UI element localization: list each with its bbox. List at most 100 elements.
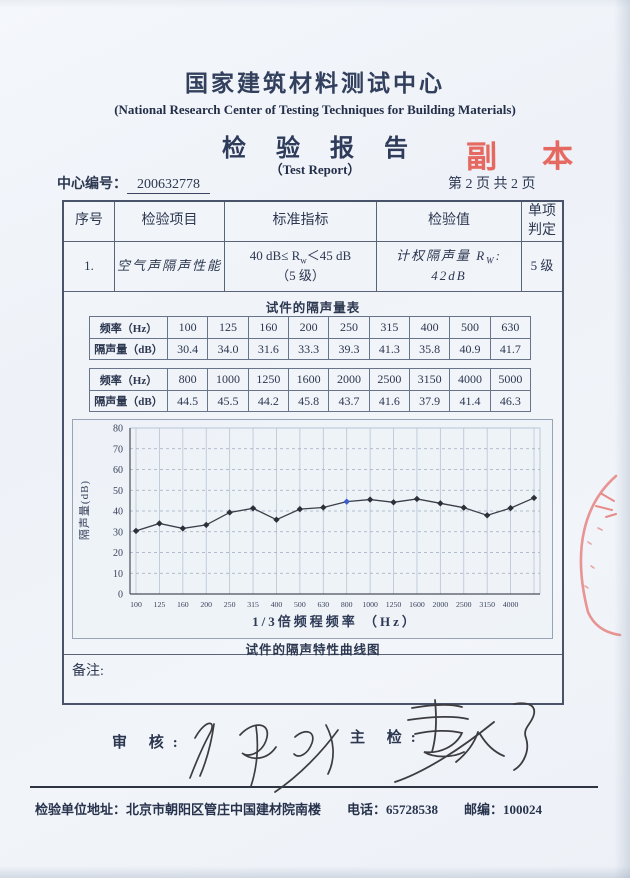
freq-value: 5000 — [489, 369, 530, 390]
footer-address: 检验单位地址：北京市朝阳区管庄中国建材院南楼 — [35, 802, 322, 817]
cell-seq: 1. — [64, 242, 115, 292]
db-value: 41.3 — [368, 338, 409, 359]
svg-text:630: 630 — [317, 600, 329, 609]
remarks-cell: 备注: — [72, 664, 104, 679]
result-table: 序号 检验项目 标准指标 检验值 单项判定 1. 空气声隔声性能 40 dB≤ … — [62, 200, 564, 705]
svg-text:1250: 1250 — [386, 600, 402, 609]
frequency-table-low: 频率（Hz） 100 125 160 200 250 315 400 500 630 隔声量（dB）… — [89, 316, 531, 360]
insulation-chart: 0 10 20 30 40 50 60 70 80 100 125 160 200 250 315 400 50… — [72, 419, 553, 639]
cell-judgement: 5 级 — [522, 242, 562, 292]
svg-text:125: 125 — [154, 600, 166, 609]
svg-text:250: 250 — [224, 600, 236, 609]
svg-text:50: 50 — [113, 486, 123, 497]
db-value: 45.8 — [287, 390, 329, 411]
db-value: 31.6 — [247, 338, 288, 359]
svg-text:400: 400 — [271, 600, 283, 609]
freq-value: 200 — [287, 317, 328, 338]
db-value: 44.2 — [247, 390, 288, 411]
freq-value: 125 — [207, 317, 247, 338]
db-value: 37.9 — [408, 390, 450, 411]
footer-info: 检验单位地址：北京市朝阳区管庄中国建材院南楼 电话：65728538 邮编：1000… — [35, 799, 568, 818]
svg-text:2500: 2500 — [456, 600, 472, 609]
freq-value: 800 — [167, 369, 207, 390]
svg-text:0: 0 — [118, 590, 123, 601]
db-value: 45.5 — [207, 390, 248, 411]
freq-value: 1000 — [207, 369, 247, 390]
db-value: 35.8 — [408, 338, 450, 359]
freq-value: 400 — [408, 317, 449, 338]
footer-zip: 邮编：100024 — [464, 802, 543, 817]
cell-value: 计权隔声量 RW: 42dB — [377, 242, 522, 292]
svg-text:80: 80 — [113, 424, 123, 435]
svg-text:200: 200 — [200, 600, 212, 609]
result-table-header-row: 序号 检验项目 标准指标 检验值 单项判定 — [64, 202, 562, 242]
db-value: 40.9 — [449, 338, 490, 359]
db-row-label: 隔声量（dB） — [90, 390, 167, 411]
footer-phone: 电话：65728538 — [347, 802, 439, 817]
freq-value: 4000 — [449, 369, 489, 390]
header-judgement: 单项判定 — [522, 202, 562, 242]
svg-text:1000: 1000 — [362, 600, 378, 609]
freq-value: 1600 — [287, 369, 328, 390]
svg-text:160: 160 — [177, 600, 189, 609]
svg-text:1600: 1600 — [409, 600, 425, 609]
frequency-table-high: 频率（Hz） 800 1000 1250 1600 2000 2500 3150 4000 500… — [89, 368, 531, 412]
freq-value: 2500 — [368, 369, 409, 390]
header-seq: 序号 — [64, 202, 115, 242]
org-title-cn: 国家建筑材料测试中心 — [185, 71, 445, 96]
chief-signature — [394, 699, 536, 783]
db-value: 30.4 — [167, 338, 208, 359]
freq-value: 250 — [328, 317, 368, 338]
freq-value: 2000 — [328, 369, 368, 390]
svg-text:800: 800 — [341, 600, 353, 609]
freq-row-label: 频率（Hz） — [99, 374, 158, 387]
center-number-line: 中心编号： 200632778 — [57, 173, 210, 194]
chart-caption: 试件的隔声特性曲线图 — [245, 643, 381, 657]
cell-item: 空气声隔声性能 — [115, 242, 225, 292]
db-value: 39.3 — [328, 338, 369, 359]
db-value: 34.0 — [207, 338, 248, 359]
svg-text:315: 315 — [247, 600, 259, 609]
reviewer-label: 审 核: — [112, 735, 187, 751]
partial-red-seal — [579, 474, 622, 637]
svg-text:500: 500 — [294, 600, 306, 609]
freq-value: 630 — [489, 317, 530, 338]
svg-text:100: 100 — [130, 600, 142, 609]
data-table-title: 试件的隔声量表 — [265, 301, 361, 315]
db-value: 41.4 — [449, 390, 490, 411]
header-item: 检验项目 — [115, 202, 225, 242]
handwritten-signatures — [189, 699, 536, 793]
svg-text:4000: 4000 — [503, 600, 519, 609]
svg-text:40: 40 — [113, 507, 123, 518]
header-standard: 标准指标 — [225, 202, 377, 242]
measurement-section: 试件的隔声量表 频率（Hz） 100 125 160 200 250 315 400 500 63… — [64, 292, 562, 657]
chart-y-axis-label: 隔声量(dB) — [79, 479, 91, 541]
freq-value: 100 — [167, 317, 207, 338]
freq-value: 1250 — [247, 369, 288, 390]
svg-text:60: 60 — [113, 465, 123, 476]
svg-text:30: 30 — [113, 527, 123, 538]
svg-text:3150: 3150 — [479, 600, 495, 609]
freq-value: 315 — [368, 317, 409, 338]
chief-inspector-label: 主 检: — [350, 730, 425, 746]
db-row-label: 隔声量（dB） — [90, 338, 167, 359]
copy-stamp: 副本 — [465, 138, 619, 175]
result-table-data-row: 1. 空气声隔声性能 40 dB≤ Rw＜45 dB （5 级） 计权隔声量 R… — [64, 242, 562, 292]
page-indicator: 第 2 页 共 2 页 — [448, 177, 536, 192]
db-value: 33.3 — [287, 338, 329, 359]
chart-x-axis-label: 1/3倍频程频率 （Hz） — [252, 614, 418, 629]
report-title: 检 验 报 告 — [222, 136, 420, 162]
footer-divider — [30, 786, 598, 788]
db-value: 46.3 — [489, 390, 530, 411]
center-number-label: 中心编号： — [57, 177, 127, 192]
header-value: 检验值 — [377, 202, 522, 242]
db-value: 44.5 — [167, 390, 208, 411]
svg-text:20: 20 — [113, 548, 123, 559]
db-value: 41.7 — [489, 338, 530, 359]
cell-standard: 40 dB≤ Rw＜45 dB （5 级） — [225, 242, 377, 292]
chart-plot: 0 10 20 30 40 50 60 70 80 100 125 160 200 250 315 400 50… — [113, 424, 541, 609]
org-title-en: (National Research Center of Testing Tec… — [114, 102, 516, 117]
db-value: 43.7 — [328, 390, 369, 411]
db-value: 41.6 — [368, 390, 409, 411]
